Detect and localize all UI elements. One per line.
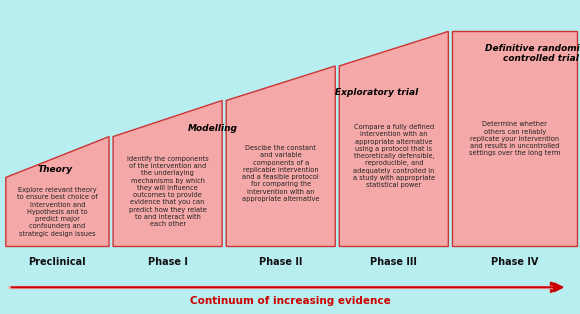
Text: Explore relevant theory
to ensure best choice of
intervention and
Hypothesis and: Explore relevant theory to ensure best c…: [17, 187, 98, 237]
Text: Theory: Theory: [37, 165, 72, 174]
Text: Exploratory trial: Exploratory trial: [335, 88, 419, 97]
Text: Modelling: Modelling: [188, 124, 238, 133]
Text: Descibe the constant
and variable
components of a
replicable intervention
and a : Descibe the constant and variable compon…: [242, 145, 320, 202]
Text: Definitive randomised
controlled trial: Definitive randomised controlled trial: [485, 44, 580, 63]
Text: Identify the components
of the intervention and
the underlaying
mechanisms by wh: Identify the components of the intervent…: [127, 156, 208, 227]
Polygon shape: [113, 100, 222, 246]
Polygon shape: [339, 31, 448, 246]
Text: Phase I: Phase I: [148, 257, 187, 267]
Polygon shape: [226, 66, 335, 246]
Polygon shape: [6, 137, 109, 246]
Text: Phase II: Phase II: [259, 257, 302, 267]
Text: Preclinical: Preclinical: [28, 257, 86, 267]
Polygon shape: [452, 31, 577, 246]
Text: Compare a fully defined
intervention with an
appropriate alternative
using a pro: Compare a fully defined intervention wit…: [353, 124, 435, 188]
Text: Phase III: Phase III: [371, 257, 417, 267]
Text: Determine whether
others can reliably
replicate your intervention
and results in: Determine whether others can reliably re…: [469, 122, 560, 156]
Text: Phase IV: Phase IV: [491, 257, 538, 267]
Text: Continuum of increasing evidence: Continuum of increasing evidence: [190, 296, 390, 306]
